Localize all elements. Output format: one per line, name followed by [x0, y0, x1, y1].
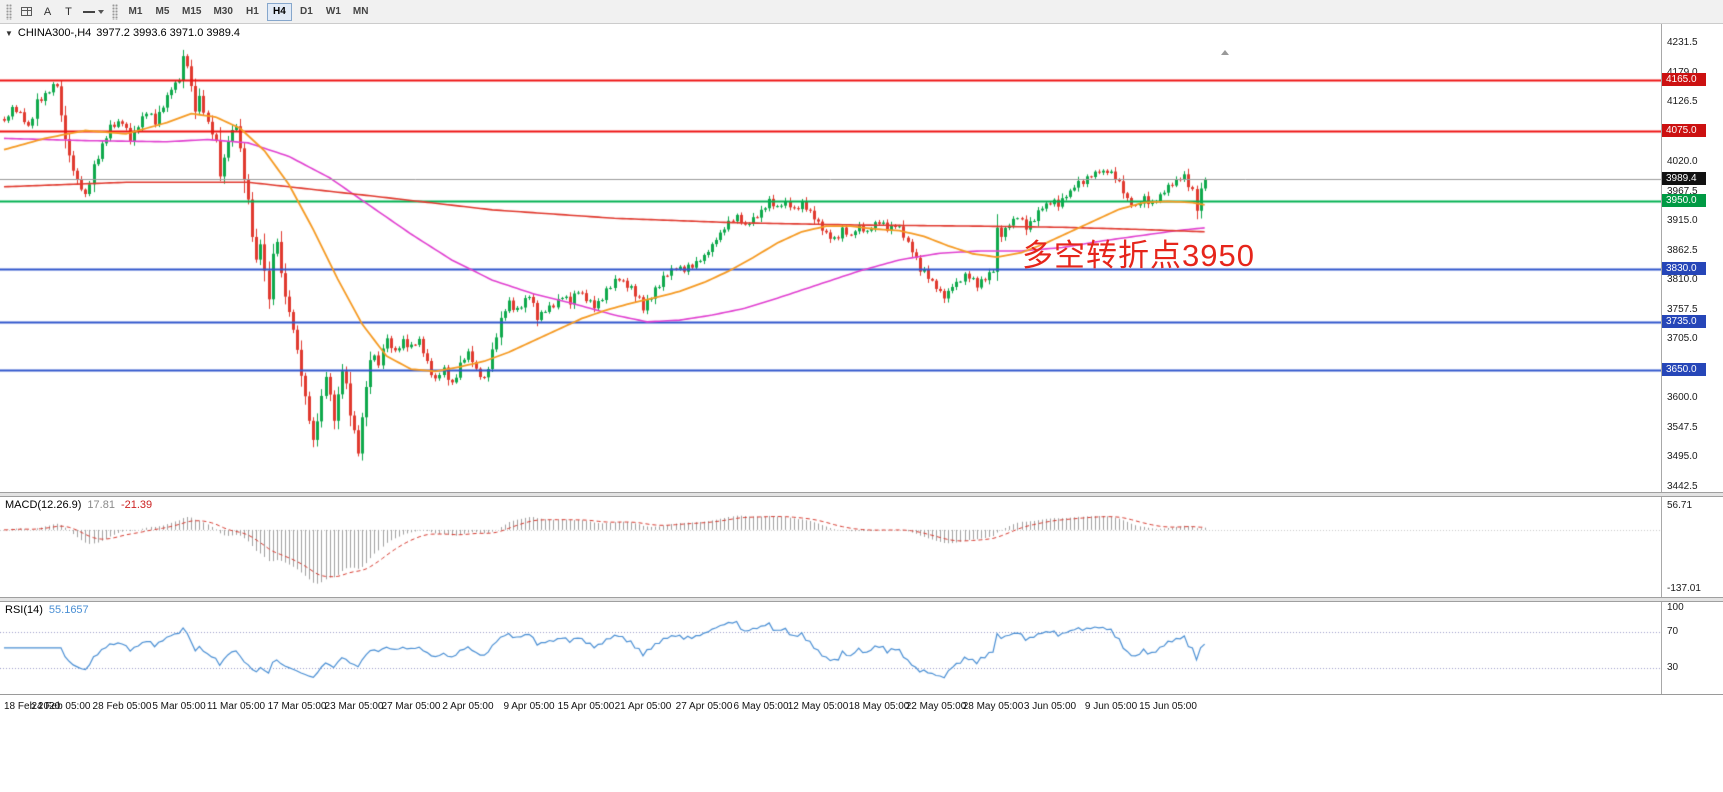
time-axis-label: 28 Feb 05:00: [92, 701, 152, 712]
time-axis-label: 2 Apr 05:00: [442, 701, 494, 712]
price-axis-tick: 3757.5: [1667, 303, 1698, 315]
time-axis-label: 22 May 05:00: [905, 701, 967, 712]
price-axis-tick: 3810.0: [1667, 274, 1698, 286]
time-axis-label: 21 Apr 05:00: [614, 701, 672, 712]
rsi-panel: 100 70 30 RSI(14) 55.1657: [0, 602, 1723, 694]
price-axis-tick: 3915.0: [1667, 215, 1698, 227]
macd-axis-tick: 56.71: [1667, 500, 1693, 511]
price-axis-tick: 3705.0: [1667, 333, 1698, 345]
time-axis-label: 6 May 05:00: [733, 701, 789, 712]
line-glyph: [83, 10, 95, 13]
time-axis-label: 28 May 05:00: [962, 701, 1024, 712]
price-axis-tick: 3862.5: [1667, 244, 1698, 256]
macd-value-axis[interactable]: 56.71 -137.01: [1661, 497, 1723, 597]
price-axis[interactable]: 4231.54179.04126.54074.04020.03967.53915…: [1661, 24, 1723, 492]
timeframe-button-w1[interactable]: W1: [325, 6, 341, 17]
rsi-indicator-canvas[interactable]: [0, 602, 1661, 694]
time-axis-label: 27 Mar 05:00: [381, 701, 441, 712]
macd-indicator-canvas[interactable]: [0, 497, 1661, 597]
time-axis-label: 11 Mar 05:00: [206, 701, 266, 712]
macd-main-value: 17.81: [87, 499, 115, 511]
rsi-value-axis[interactable]: 100 70 30: [1661, 602, 1723, 694]
time-axis[interactable]: 18 Feb 2020 24 Feb 05:00 28 Feb 05:00 5 Mar…: [0, 694, 1723, 718]
rsi-axis-tick: 30: [1667, 661, 1679, 673]
price-axis-tick: 3600.0: [1667, 392, 1698, 404]
line-style-icon[interactable]: [79, 2, 108, 21]
symbol-dropdown-icon[interactable]: ▼: [5, 28, 13, 38]
rsi-label: RSI(14) 55.1657: [5, 604, 89, 616]
timeframe-button-m30[interactable]: M30: [213, 6, 233, 17]
time-axis-label: 5 Mar 05:00: [152, 701, 206, 712]
toolbar-grip[interactable]: [112, 3, 118, 20]
ohlc-values: 3977.2 3993.6 3971.0 3989.4: [96, 27, 241, 39]
macd-axis-tick: -137.01: [1667, 583, 1701, 594]
grid-glyph: [21, 7, 32, 16]
timeframe-button-m15[interactable]: M15: [182, 6, 202, 17]
panel-separator[interactable]: [0, 597, 1723, 602]
price-level-tag: 3735.0: [1662, 315, 1706, 329]
timeframe-button-d1[interactable]: D1: [300, 6, 313, 17]
glyph-label: A: [43, 5, 52, 18]
dropdown-caret-icon: [98, 9, 104, 14]
time-axis-label: 9 Apr 05:00: [503, 701, 555, 712]
time-axis-label: 15 Jun 05:00: [1139, 701, 1197, 712]
macd-signal-value: -21.39: [120, 499, 153, 511]
macd-label: MACD(12.26.9) 17.81 -21.39: [5, 499, 152, 511]
price-axis-tick: 4126.5: [1667, 96, 1698, 108]
text-label-icon[interactable]: T: [58, 2, 79, 21]
price-level-tag: 3830.0: [1662, 261, 1706, 275]
price-level-tag: 4165.0: [1662, 73, 1706, 87]
time-axis-label: 18 May 05:00: [848, 701, 910, 712]
timeframe-button-h4[interactable]: H4: [266, 2, 292, 21]
macd-panel: 56.71 -137.01 MACD(12.26.9) 17.81 -21.39: [0, 497, 1723, 597]
chart-window-icon[interactable]: [16, 2, 37, 21]
price-axis-tick: 4179.0: [1667, 66, 1698, 78]
time-axis-label: 18 Feb 2020: [4, 701, 61, 712]
rsi-name: RSI(14): [5, 604, 43, 616]
price-axis-tick: 3442.5: [1667, 481, 1698, 492]
glyph-label: T: [65, 5, 72, 18]
timeframe-button-mn[interactable]: MN: [352, 6, 369, 17]
timeframe-button-h1[interactable]: H1: [246, 6, 259, 17]
time-axis-label: 9 Jun 05:00: [1084, 701, 1138, 712]
price-axis-tick: 4231.5: [1667, 37, 1698, 48]
chart-header: ▼ CHINA300-,H4 3977.2 3993.6 3971.0 3989…: [5, 27, 240, 39]
symbol-period-label: CHINA300-,H4: [17, 27, 92, 39]
main-chart-panel: 4231.54179.04126.54074.04020.03967.53915…: [0, 24, 1723, 492]
price-level-tag: 4075.0: [1662, 124, 1706, 138]
rsi-axis-tick: 100: [1667, 602, 1684, 613]
timeframe-button-group: M1 M5 M15 M30 H1 H4 D1 W1 MN: [122, 2, 374, 21]
time-axis-label: 17 Mar 05:00: [267, 701, 327, 712]
text-annotation: 多空转折点3950: [1022, 238, 1255, 273]
time-axis-label: 12 May 05:00: [787, 701, 849, 712]
price-level-tag: 3989.4: [1662, 172, 1706, 186]
time-axis-label: 24 Feb 05:00: [31, 701, 91, 712]
time-axis-label: 23 Mar 05:00: [324, 701, 384, 712]
timeframe-button-m5[interactable]: M5: [155, 6, 170, 17]
time-axis-label: 3 Jun 05:00: [1023, 701, 1077, 712]
price-level-tag: 3650.0: [1662, 363, 1706, 377]
price-level-tag: 3950.0: [1662, 194, 1706, 208]
chart-shift-marker-icon[interactable]: [1221, 50, 1229, 55]
panel-separator[interactable]: [0, 492, 1723, 497]
price-axis-tick: 3547.5: [1667, 421, 1698, 433]
rsi-current-value: 55.1657: [48, 604, 89, 616]
candlestick-chart-canvas[interactable]: [0, 24, 1661, 492]
price-axis-tick: 3495.0: [1667, 451, 1698, 463]
rsi-axis-tick: 70: [1667, 626, 1679, 638]
timeframe-button-m1[interactable]: M1: [128, 6, 143, 17]
cursor-mode-icon[interactable]: A: [37, 2, 58, 21]
time-axis-label: 27 Apr 05:00: [675, 701, 733, 712]
macd-name: MACD(12.26.9): [5, 499, 82, 511]
price-axis-tick: 3967.5: [1667, 185, 1698, 197]
toolbar-grip[interactable]: [6, 3, 12, 20]
time-axis-label: 15 Apr 05:00: [557, 701, 615, 712]
price-axis-tick: 4020.0: [1667, 156, 1698, 168]
